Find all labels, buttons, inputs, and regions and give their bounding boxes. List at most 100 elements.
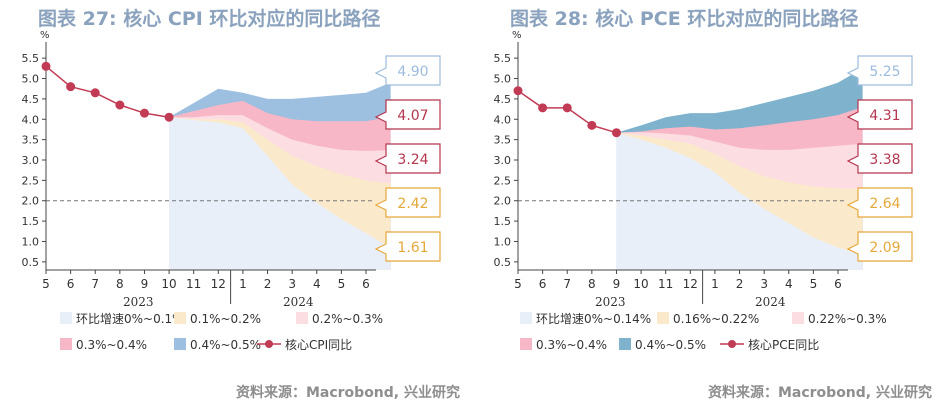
y-tick-label: 0.5 <box>494 256 512 269</box>
x-tick-label: 3 <box>288 277 296 291</box>
y-tick-label: 2.0 <box>494 195 512 208</box>
x-tick-label: 11 <box>186 277 201 291</box>
data-point <box>611 128 621 138</box>
legend-label: 0.4%~0.5% <box>190 338 261 352</box>
y-tick-label: 3.5 <box>494 134 512 147</box>
legend-marker <box>265 340 273 348</box>
legend-swatch <box>60 312 72 324</box>
year-label: 2024 <box>283 295 314 309</box>
end-label-box <box>846 99 913 130</box>
end-label: 4.90 <box>397 64 428 80</box>
x-tick-label: 7 <box>563 277 571 291</box>
end-label-box <box>374 143 441 174</box>
year-label: 2023 <box>595 295 626 309</box>
y-tick-label: 4.5 <box>494 93 512 106</box>
end-label-box <box>846 231 913 262</box>
y-tick-label: 4.5 <box>22 93 40 106</box>
x-tick-label: 1 <box>239 277 247 291</box>
end-label: 3.38 <box>869 152 900 168</box>
end-label: 2.09 <box>869 240 900 256</box>
x-tick-label: 8 <box>116 277 124 291</box>
legend-label: 核心CPI同比 <box>285 338 352 352</box>
legend-label: 0.4%~0.5% <box>635 338 706 352</box>
legend-label: 核心PCE同比 <box>748 338 819 352</box>
legend-label: 环比增速0%~0.14% <box>536 312 651 326</box>
end-label-box <box>846 187 913 218</box>
y-tick-label: 1.5 <box>22 215 40 228</box>
x-tick-label: 1 <box>711 277 719 291</box>
y-tick-label: 5.5 <box>22 52 40 65</box>
x-tick-label: 2 <box>736 277 744 291</box>
y-tick-label: 3.0 <box>22 154 40 167</box>
end-label-box <box>374 187 441 218</box>
legend-label: 0.3%~0.4% <box>76 338 147 352</box>
y-tick-label: 5.0 <box>494 73 512 86</box>
x-tick-label: 6 <box>539 277 547 291</box>
data-point <box>115 100 125 110</box>
y-unit-label: % <box>512 30 522 41</box>
end-label: 3.24 <box>397 152 428 168</box>
end-label: 4.31 <box>869 108 900 124</box>
end-label: 2.42 <box>397 196 428 212</box>
end-label: 5.25 <box>869 64 900 80</box>
series-line <box>45 65 170 118</box>
legend-label: 0.2%~0.3% <box>312 312 383 326</box>
y-tick-label: 4.0 <box>22 113 40 126</box>
data-point <box>513 86 523 96</box>
fan-band-0 <box>616 132 863 270</box>
chart-panel-pce: 图表 28: 核心 PCE 环比对应的同比路径 % 5.5 5.0 4.5 4.0 3.5… <box>472 0 938 411</box>
source-note: 资料来源：Macrobond, 兴业研究 <box>235 385 460 401</box>
legend-swatch <box>520 338 532 350</box>
x-tick-label: 10 <box>633 277 648 291</box>
y-tick-label: 1.0 <box>22 235 40 248</box>
data-point <box>587 120 597 130</box>
data-point <box>538 103 548 113</box>
y-tick-label: 5.5 <box>494 52 512 65</box>
chart-title: 图表 28: 核心 PCE 环比对应的同比路径 <box>510 8 859 30</box>
legend-label: 0.16%~0.22% <box>673 312 759 326</box>
chart-svg-cpi: %5.55.04.54.03.53.02.52.01.51.00.55 6 7 8 9 1… <box>22 30 441 352</box>
y-tick-label: 2.5 <box>494 174 512 187</box>
x-tick-label: 10 <box>161 277 176 291</box>
x-tick-label: 2 <box>264 277 272 291</box>
end-label-box <box>846 55 913 86</box>
chart-panel-cpi: 图表 27: 核心 CPI 环比对应的同比路径 % 5.5 5.0 4.5 4.0 3.5… <box>0 0 466 411</box>
chart-title: 图表 27: 核心 CPI 环比对应的同比路径 <box>38 8 381 30</box>
x-tick-label: 6 <box>834 277 842 291</box>
legend-swatch <box>174 312 186 324</box>
chart-svg-pce: %5.55.04.54.03.53.02.52.01.51.00.55 6 7 8 9 1… <box>494 30 913 352</box>
legend-label: 0.1%~0.2% <box>190 312 261 326</box>
y-tick-label: 1.0 <box>494 235 512 248</box>
y-tick-label: 0.5 <box>22 256 40 269</box>
y-tick-label: 2.0 <box>22 195 40 208</box>
x-tick-label: 8 <box>588 277 596 291</box>
legend-swatch <box>520 312 532 324</box>
end-label: 1.61 <box>397 240 428 256</box>
data-point <box>139 108 149 118</box>
data-point <box>41 61 51 71</box>
legend-swatch <box>296 312 308 324</box>
x-tick-label: 6 <box>67 277 75 291</box>
y-tick-label: 2.5 <box>22 174 40 187</box>
x-tick-label: 7 <box>91 277 99 291</box>
data-point <box>562 103 572 113</box>
x-tick-label: 6 <box>362 277 370 291</box>
end-label: 2.64 <box>869 196 900 212</box>
y-tick-label: 3.5 <box>22 134 40 147</box>
end-label-box <box>374 99 441 130</box>
y-tick-label: 4.0 <box>494 113 512 126</box>
legend-marker <box>728 340 736 348</box>
x-tick-label: 12 <box>683 277 698 291</box>
x-tick-label: 12 <box>211 277 226 291</box>
legend-swatch <box>792 312 804 324</box>
legend-swatch <box>174 338 186 350</box>
data-point <box>90 88 100 98</box>
end-label: 4.07 <box>397 108 428 124</box>
year-label: 2023 <box>123 295 154 309</box>
legend-label: 0.3%~0.4% <box>536 338 607 352</box>
x-tick-label: 4 <box>313 277 321 291</box>
y-tick-label: 1.5 <box>494 215 512 228</box>
x-tick-label: 5 <box>42 277 50 291</box>
x-tick-label: 9 <box>613 277 621 291</box>
x-tick-label: 5 <box>338 277 346 291</box>
